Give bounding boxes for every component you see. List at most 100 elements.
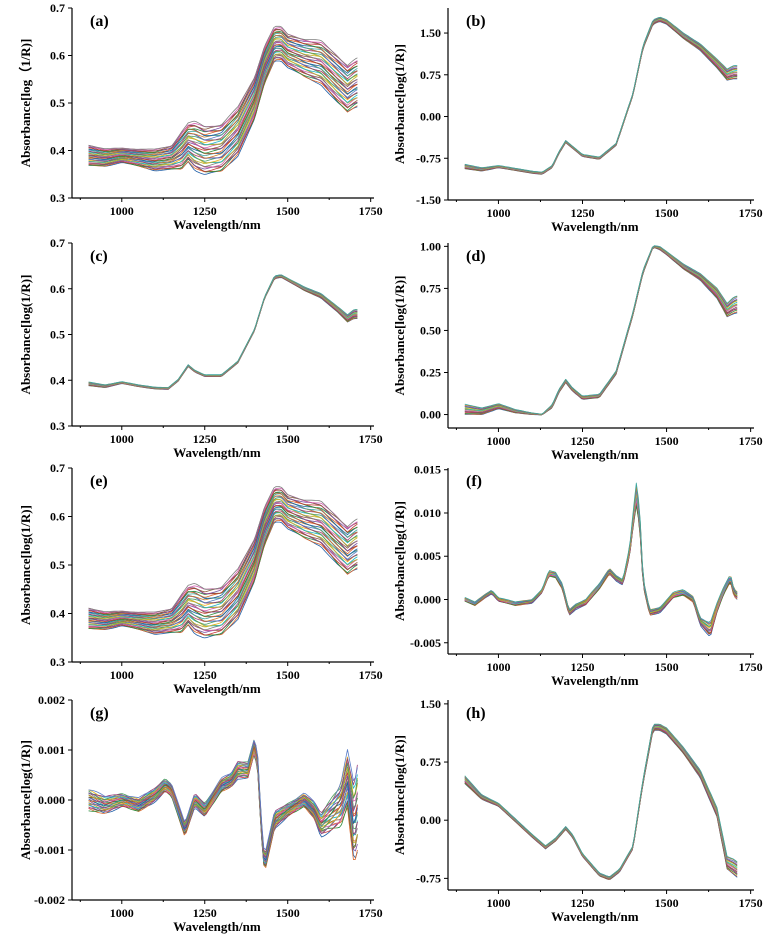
spectrum-line [88, 50, 358, 166]
panel-label: (c) [90, 248, 108, 265]
spectrum-line [88, 31, 358, 154]
panel-7: 1000 1250 1500 1750 -0.75 0.00 0.75 1.50 Wavelen… [392, 697, 763, 924]
spectrum-line [88, 499, 358, 621]
x-tick-label: 1250 [193, 906, 217, 920]
y-tick-label: 0.4 [50, 144, 65, 158]
spectrum-line [88, 511, 358, 629]
y-tick-label: 0.6 [50, 282, 65, 296]
x-tick-label: 1000 [110, 906, 134, 920]
y-tick-label: 0.00 [420, 408, 441, 422]
y-tick-label: 0.3 [50, 655, 65, 669]
y-tick-label: 0.7 [50, 236, 65, 250]
spectrum-line [464, 245, 738, 415]
spectrum-line [464, 16, 738, 173]
spectrum-line [88, 57, 358, 173]
spectrum-line [88, 739, 358, 851]
y-axis-title: Absorbance[log(1/R)] [392, 501, 407, 621]
y-tick-label: -0.001 [34, 843, 65, 857]
y-tick-label: 0.3 [50, 191, 65, 205]
y-tick-label: 0.50 [420, 323, 441, 337]
x-tick-label: 1500 [276, 204, 300, 218]
spectrum-line [464, 727, 738, 879]
spectrum-line [464, 486, 738, 625]
y-tick-label: 0.00 [420, 110, 441, 124]
spectrum-line [88, 48, 358, 164]
y-tick-label: 0.002 [38, 693, 65, 707]
spectrum-line [88, 518, 358, 636]
spectrum-line [88, 511, 358, 629]
y-axis-title: Absorbance[log（1/R)] [18, 39, 33, 168]
spectrum-line [464, 505, 738, 634]
x-tick-label: 1750 [359, 906, 383, 920]
y-tick-label: -0.002 [34, 893, 65, 907]
panel-0: 1000 1250 1500 1750 0.3 0.4 0.5 0.6 0.7 Wavelengt… [18, 1, 383, 232]
x-tick-label: 1500 [655, 206, 679, 220]
y-tick-label: 1.00 [420, 239, 441, 253]
x-tick-label: 1000 [110, 668, 134, 682]
y-tick-label: 0.005 [414, 549, 441, 563]
y-tick-label: 1.50 [420, 26, 441, 40]
x-tick-label: 1250 [571, 206, 595, 220]
y-tick-label: -1.50 [416, 193, 441, 207]
y-tick-label: 0.6 [50, 49, 65, 63]
spectrum-line [464, 501, 738, 635]
spectrum-line [88, 35, 358, 156]
spectrum-line [88, 753, 358, 868]
y-tick-label: 0.00 [420, 813, 441, 827]
x-tick-label: 1000 [486, 434, 510, 448]
spectrum-line [464, 725, 738, 878]
spectrum-line [88, 495, 358, 619]
spectrum-line [464, 724, 738, 878]
panel-4: 1000 1250 1500 1750 0.3 0.4 0.5 0.6 0.7 Wavelengt… [18, 461, 383, 696]
spectrum-line [88, 505, 358, 625]
x-tick-label: 1250 [193, 204, 217, 218]
y-tick-label: 0.001 [38, 743, 65, 757]
spectrum-line [88, 32, 358, 154]
x-tick-label: 1250 [571, 896, 595, 910]
x-tick-label: 1750 [739, 206, 763, 220]
spectrum-line [88, 35, 358, 156]
x-tick-label: 1750 [359, 668, 383, 682]
y-tick-label: 0.015 [414, 463, 441, 477]
x-tick-label: 1500 [655, 434, 679, 448]
spectrum-line [464, 727, 738, 879]
spectrum-line [464, 723, 738, 877]
y-tick-label: 0.25 [420, 366, 441, 380]
spectrum-line [88, 27, 358, 151]
spectrum-line [88, 501, 358, 622]
y-axis-title: Absorbance[log(1/R)] [392, 44, 407, 164]
spectrum-line [88, 44, 358, 162]
y-axis-title: Absorbance[log(1/R)] [18, 275, 33, 395]
spectrum-line [464, 727, 738, 879]
panel-1: 1000 1250 1500 1750 -1.50 -0.75 0.00 0.75 1.50 Wa… [392, 8, 763, 234]
panel-2: 1000 1250 1500 1750 0.3 0.4 0.5 0.6 0.7 Wavelengt… [18, 236, 383, 460]
spectrum-line [88, 51, 358, 166]
y-tick-label: 1.50 [420, 697, 441, 711]
x-axis-title: Wavelength/nm [551, 909, 639, 924]
y-tick-label: 0.75 [420, 755, 441, 769]
spectrum-line [88, 747, 358, 858]
y-tick-label: 0.010 [414, 506, 441, 520]
spectrum-line [88, 51, 358, 166]
y-tick-label: 0.4 [50, 373, 65, 387]
panel-label: (a) [90, 13, 109, 30]
panel-label: (h) [466, 705, 486, 722]
spectrum-line [88, 748, 358, 859]
spectrum-line [88, 29, 358, 152]
spectrum-line [88, 489, 358, 615]
y-tick-label: -0.75 [416, 871, 441, 885]
spectrum-line [464, 482, 738, 623]
panel-label: (e) [90, 473, 108, 490]
y-tick-label: 0.5 [50, 558, 65, 572]
x-axis-title: Wavelength/nm [551, 219, 639, 234]
x-tick-label: 1500 [276, 432, 300, 446]
spectrum-line [88, 505, 358, 625]
x-tick-label: 1750 [739, 896, 763, 910]
spectrum-line [464, 730, 738, 880]
panel-5: 1000 1250 1500 1750 -0.005 0.000 0.005 0.010 0.0… [392, 463, 763, 688]
spectrum-line [88, 492, 358, 617]
spectrum-line [88, 54, 358, 168]
spectrum-line [464, 726, 738, 878]
y-tick-label: 0.75 [420, 281, 441, 295]
